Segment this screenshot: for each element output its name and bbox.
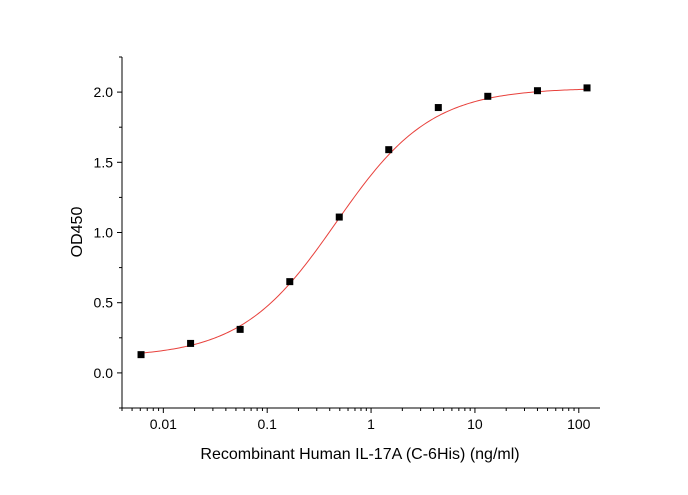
y-tick-label: 2.0 xyxy=(94,84,114,100)
data-point xyxy=(583,84,591,92)
x-tick-label: 0.1 xyxy=(257,416,277,432)
y-tick-label: 1.0 xyxy=(94,225,114,241)
data-point xyxy=(533,87,541,95)
y-tick-label: 0.5 xyxy=(94,295,114,311)
data-point xyxy=(236,325,244,333)
data-point xyxy=(286,278,294,286)
data-point xyxy=(385,146,393,154)
data-point xyxy=(484,92,492,100)
x-tick-label: 0.01 xyxy=(150,416,177,432)
y-tick-label: 1.5 xyxy=(94,154,114,170)
x-tick-label: 1 xyxy=(367,416,375,432)
data-point xyxy=(187,339,195,347)
data-point xyxy=(335,213,343,221)
data-point xyxy=(137,351,145,359)
fit-curve-line xyxy=(140,88,588,354)
ticks: 0.0 0.5 1.0 1.5 2.0 0.01 0.1 1 10 100 xyxy=(94,56,591,432)
data-points xyxy=(137,84,591,359)
y-tick-label: 0.0 xyxy=(94,365,114,381)
data-point xyxy=(434,104,442,112)
x-tick-label: 10 xyxy=(467,416,483,432)
x-axis-label: Recombinant Human IL-17A (C-6His) (ng/ml… xyxy=(200,446,519,463)
x-tick-label: 100 xyxy=(567,416,591,432)
fit-curve xyxy=(140,88,588,354)
axes xyxy=(121,57,600,409)
y-axis-label: OD450 xyxy=(69,207,86,258)
